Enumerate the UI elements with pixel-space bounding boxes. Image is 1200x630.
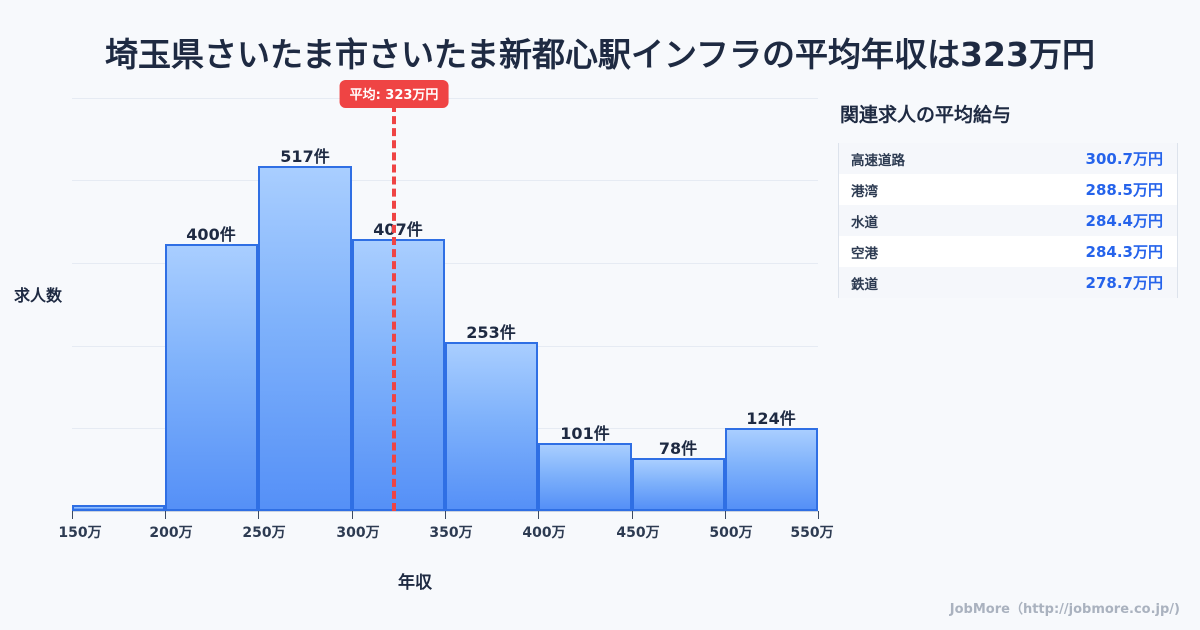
gridline [72,180,818,181]
gridline [72,263,818,264]
row-label: 高速道路 [851,152,905,169]
x-tick [632,511,633,519]
x-tick [352,511,353,519]
x-tick-label-150: 150万 [58,525,102,541]
table-row[interactable]: 空港 284.3万円 [839,236,1177,267]
bar-400-450[interactable] [538,443,632,511]
average-badge: 平均: 323万円 [339,80,449,108]
bar-label-300-350: 407件 [373,220,423,239]
table-row[interactable]: 鉄道 278.7万円 [839,267,1177,298]
average-line [392,104,396,511]
related-salary-panel: 関連求人の平均給与 高速道路 300.7万円 港湾 288.5万円 水道 284… [838,100,1178,298]
row-label: 空港 [851,245,878,262]
x-tick [725,511,726,519]
bar-250-300[interactable] [258,166,352,511]
x-tick-label-550: 550万 [790,525,834,541]
x-axis-label: 年収 [398,573,432,593]
row-value: 288.5万円 [1085,181,1163,199]
row-label: 港湾 [851,183,878,200]
bar-label-500-550: 124件 [746,409,796,428]
x-tick-label-300: 300万 [336,525,380,541]
related-salary-table: 高速道路 300.7万円 港湾 288.5万円 水道 284.4万円 空港 28… [838,143,1178,298]
x-tick-label-350: 350万 [429,525,473,541]
table-row[interactable]: 水道 284.4万円 [839,205,1177,236]
y-axis-label: 求人数 [14,286,63,305]
x-tick [445,511,446,519]
x-tick [538,511,539,519]
row-value: 284.4万円 [1085,212,1163,230]
x-tick-label-500: 500万 [709,525,753,541]
bar-200-250[interactable] [165,244,258,511]
related-salary-title: 関連求人の平均給与 [840,104,1012,126]
x-tick-label-450: 450万 [616,525,660,541]
watermark-footer: JobMore（http://jobmore.co.jp/) [949,602,1180,617]
row-value: 284.3万円 [1085,243,1163,261]
bar-500-550[interactable] [725,428,818,511]
bar-350-400[interactable] [445,342,538,511]
histogram-chart: 求人数 400件 517件 407件 253件 101件 78件 [0,80,834,630]
bar-300-350[interactable] [352,239,445,511]
x-tick-label-250: 250万 [242,525,286,541]
row-label: 鉄道 [851,276,878,293]
x-tick-label-400: 400万 [522,525,566,541]
x-tick [165,511,166,519]
bar-label-400-450: 101件 [560,424,610,443]
bar-label-350-400: 253件 [466,323,516,342]
row-label: 水道 [851,214,878,231]
x-tick [258,511,259,519]
table-row[interactable]: 高速道路 300.7万円 [839,143,1177,174]
row-value: 278.7万円 [1085,274,1163,292]
page-title: 埼玉県さいたま市さいたま新都心駅インフラの平均年収は323万円 [105,35,1095,74]
bar-450-500[interactable] [632,458,725,511]
bar-label-450-500: 78件 [658,439,698,458]
table-row[interactable]: 港湾 288.5万円 [839,174,1177,205]
x-tick [818,511,819,519]
row-value: 300.7万円 [1085,150,1163,168]
x-tick-label-200: 200万 [149,525,193,541]
bar-label-200-250: 400件 [186,225,236,244]
x-tick [72,511,73,519]
bar-label-250-300: 517件 [280,147,330,166]
bar-150-200[interactable] [72,505,165,511]
plot-area: 400件 517件 407件 253件 101件 78件 124件 平均: 32… [58,80,834,541]
